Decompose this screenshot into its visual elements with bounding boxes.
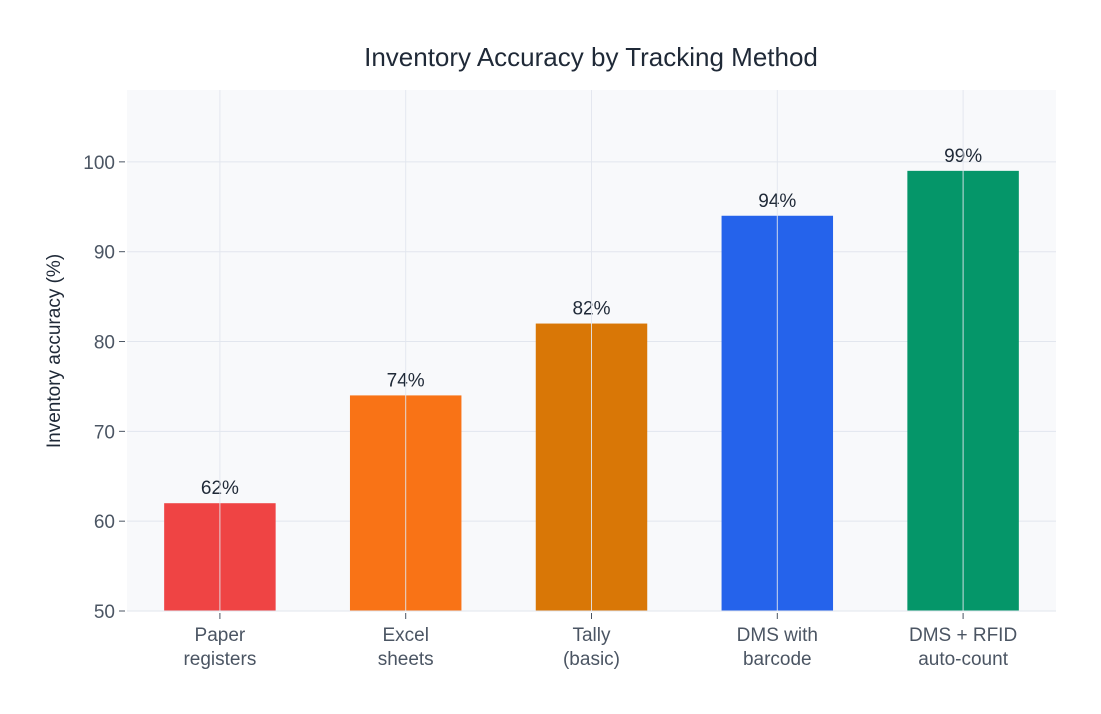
x-tick-label: registers bbox=[183, 649, 256, 670]
y-tick-label: 50 bbox=[94, 602, 115, 623]
y-tick-label: 80 bbox=[94, 333, 115, 354]
x-tick-label: auto-count bbox=[918, 649, 1009, 670]
x-tick-label: DMS + RFID bbox=[909, 625, 1017, 646]
x-tick-label: barcode bbox=[743, 649, 812, 670]
y-tick-label: 60 bbox=[94, 512, 115, 533]
x-tick-label: (basic) bbox=[563, 649, 620, 670]
x-tick-label: Excel bbox=[382, 625, 428, 646]
x-tick-label: Tally bbox=[572, 625, 611, 646]
y-tick-label: 70 bbox=[94, 422, 115, 443]
y-tick-label: 100 bbox=[83, 153, 115, 174]
y-axis-label: Inventory accuracy (%) bbox=[44, 254, 65, 448]
y-tick-label: 90 bbox=[94, 243, 115, 264]
chart-title: Inventory Accuracy by Tracking Method bbox=[364, 42, 818, 72]
x-tick-label: sheets bbox=[378, 649, 434, 670]
x-tick-label: Paper bbox=[195, 625, 246, 646]
x-tick-label: DMS with bbox=[737, 625, 818, 646]
